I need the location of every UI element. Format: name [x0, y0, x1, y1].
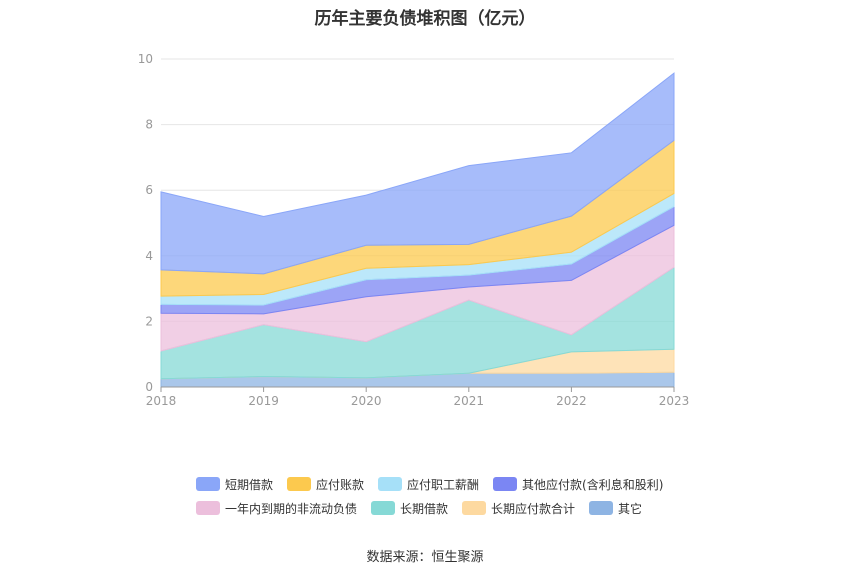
legend-label: 其它: [618, 501, 643, 516]
legend-item[interactable]: 短期借款: [196, 476, 273, 493]
legend-item[interactable]: 一年内到期的非流动负债: [196, 500, 357, 517]
y-tick-label: 10: [138, 52, 153, 66]
legend-row: 一年内到期的非流动负债 长期借款 长期应付款合计 其它: [196, 496, 716, 520]
legend-item[interactable]: 其他应付款(含利息和股利): [493, 476, 663, 493]
legend-item[interactable]: 其它: [589, 500, 642, 517]
area-series-短期借款: [160, 72, 675, 275]
y-tick-label: 4: [145, 249, 153, 263]
legend-item[interactable]: 应付账款: [287, 476, 364, 493]
legend-swatch: [378, 477, 403, 491]
y-tick-label: 6: [145, 183, 153, 197]
legend-swatch: [196, 477, 220, 491]
legend-item[interactable]: 长期应付款合计: [462, 500, 575, 517]
legend-swatch: [462, 501, 487, 515]
legend-swatch: [493, 477, 518, 491]
x-tick-label: 2021: [454, 394, 485, 408]
chart-title: 历年主要负债堆积图（亿元）: [314, 9, 536, 29]
legend: 短期借款 应付账款 应付职工薪酬 其他应付款(含利息和股利) 一年内到期的非流动负债 长期…: [196, 472, 716, 520]
legend-swatch: [589, 501, 614, 515]
axes: 0 2 4 6 8 10 2018 2019 2020 2021 2022 2023: [138, 52, 690, 408]
legend-item[interactable]: 长期借款: [371, 500, 448, 517]
legend-label: 长期应付款合计: [491, 501, 576, 516]
x-tick-label: 2019: [248, 394, 279, 408]
legend-label: 一年内到期的非流动负债: [225, 501, 358, 516]
legend-label: 长期借款: [400, 501, 449, 516]
legend-label: 其他应付款(含利息和股利): [522, 477, 664, 492]
legend-swatch: [196, 501, 220, 515]
legend-label: 应付职工薪酬: [407, 477, 480, 492]
x-tick-label: 2022: [556, 394, 587, 408]
legend-item[interactable]: 应付职工薪酬: [378, 476, 479, 493]
y-tick-label: 2: [145, 314, 153, 328]
legend-label: 短期借款: [225, 477, 274, 492]
y-tick-label: 8: [145, 118, 153, 132]
legend-row: 短期借款 应付账款 应付职工薪酬 其他应付款(含利息和股利): [196, 472, 716, 496]
legend-label: 应付账款: [316, 477, 365, 492]
area-series: [160, 72, 675, 388]
x-tick-label: 2018: [146, 394, 177, 408]
x-tick-label: 2020: [351, 394, 382, 408]
legend-swatch: [287, 477, 312, 491]
data-source-note: 数据来源：恒生聚源: [366, 550, 484, 565]
x-tick-label: 2023: [659, 394, 690, 408]
y-tick-label: 0: [145, 380, 153, 394]
legend-swatch: [371, 501, 396, 515]
